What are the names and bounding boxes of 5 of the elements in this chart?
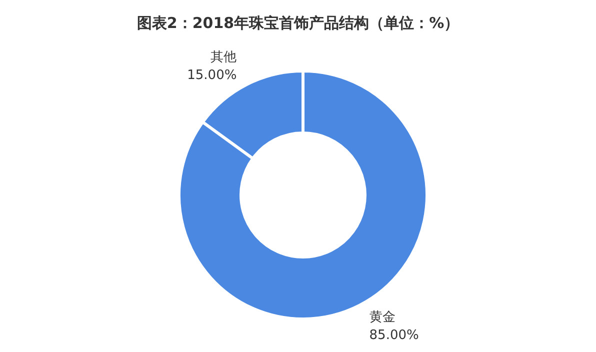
slice-label: 其他 (210, 50, 237, 65)
chart-title: 图表2：2018年珠宝首饰产品结构（单位：%） (136, 14, 460, 33)
data-label: 15.00% (187, 68, 237, 83)
slice-label: 黄金 (369, 310, 396, 326)
data-label: 85.00% (369, 328, 419, 344)
